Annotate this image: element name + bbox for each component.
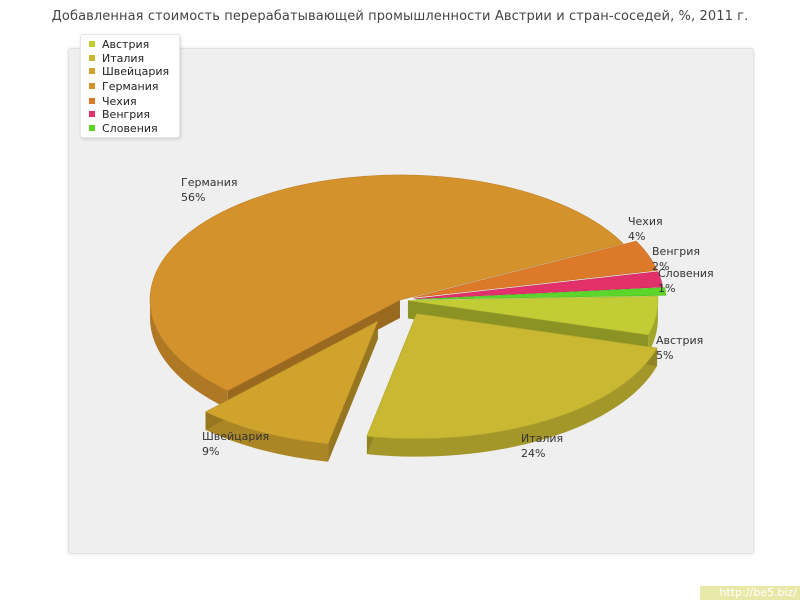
- slice-label-name: Австрия: [656, 334, 703, 347]
- legend-label: Чехия: [102, 95, 137, 108]
- slice-cut-face: [328, 321, 378, 462]
- slice-side: [366, 347, 658, 457]
- legend-swatch: [89, 125, 95, 131]
- legend-label: Венгрия: [102, 108, 151, 121]
- slice-label-name: Италия: [521, 432, 563, 445]
- pie-tops: [149, 174, 667, 445]
- legend-label: Словения: [102, 122, 158, 135]
- legend-swatch: [89, 98, 95, 104]
- legend-item-germany[interactable]: Германия: [89, 80, 158, 94]
- legend-item-czechia[interactable]: Чехия: [89, 95, 137, 109]
- legend-swatch: [89, 83, 95, 89]
- legend-label: Австрия: [102, 38, 150, 51]
- legend-item-hungary[interactable]: Венгрия: [89, 108, 150, 122]
- legend-item-switzerland[interactable]: Швейцария: [89, 65, 169, 79]
- slice-label-value: 56%: [181, 191, 205, 204]
- slice-label-value: 2%: [652, 260, 669, 273]
- slice-label-value: 4%: [628, 230, 645, 243]
- slice-label-name: Германия: [181, 176, 237, 189]
- slice-label-name: Словения: [658, 267, 714, 280]
- slice-labels: Австрия 5% Италия 24% Швейцария 9% Германия 56%…: [181, 176, 714, 460]
- legend-item-slovenia[interactable]: Словения: [89, 122, 158, 136]
- slice-germany[interactable]: [149, 174, 624, 391]
- legend-swatch: [89, 41, 95, 47]
- slice-austria[interactable]: [407, 296, 659, 336]
- legend-label: Италия: [102, 52, 145, 65]
- legend-swatch: [89, 55, 95, 61]
- legend-item-italy[interactable]: Италия: [89, 52, 144, 66]
- watermark: http://be5.biz/: [700, 586, 800, 600]
- slice-label-value: 5%: [656, 349, 673, 362]
- slice-side: [150, 300, 228, 409]
- slice-label-name: Швейцария: [202, 430, 269, 443]
- slice-label-value: 1%: [658, 282, 675, 295]
- slice-slovenia[interactable]: [415, 287, 667, 300]
- legend-label: Швейцария: [102, 65, 170, 78]
- legend-swatch: [89, 111, 95, 117]
- slice-label-name: Чехия: [628, 215, 663, 228]
- slice-side: [648, 300, 658, 353]
- legend-swatch: [89, 68, 95, 74]
- chart-title: Добавленная стоимость перерабатывающей п…: [51, 9, 749, 24]
- slice-czechia[interactable]: [413, 240, 658, 298]
- slice-switzerland[interactable]: [204, 320, 379, 445]
- slice-label-value: 9%: [202, 445, 219, 458]
- slice-italy[interactable]: [366, 313, 658, 439]
- slice-label-value: 24%: [521, 447, 545, 460]
- slice-label-name: Венгрия: [652, 245, 700, 258]
- legend: Австрия Италия Швейцария Германия Чехия …: [80, 34, 180, 138]
- legend-label: Германия: [102, 80, 159, 93]
- legend-item-austria[interactable]: Австрия: [89, 38, 149, 52]
- slice-hungary[interactable]: [413, 271, 664, 300]
